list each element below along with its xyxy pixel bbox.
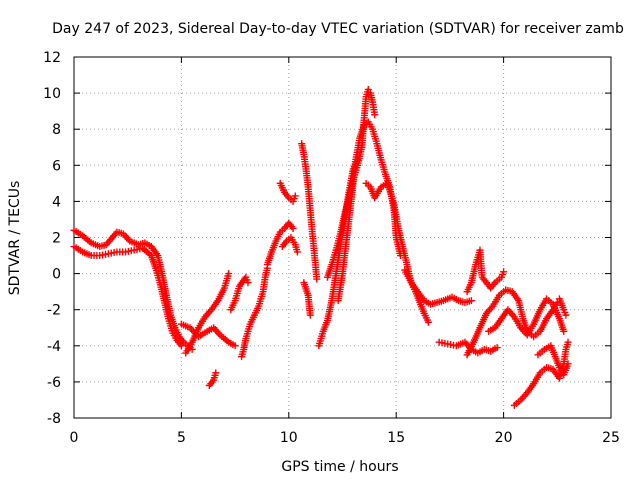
data-point xyxy=(564,360,572,368)
y-tick-label: 0 xyxy=(52,267,61,283)
x-axis-label: GPS time / hours xyxy=(281,459,398,475)
data-point xyxy=(244,279,252,287)
x-tick-label: 10 xyxy=(280,430,298,446)
x-tick-label: 0 xyxy=(70,430,79,446)
data-point xyxy=(225,270,233,278)
data-points xyxy=(70,85,572,409)
y-tick-label: -6 xyxy=(47,375,61,391)
tick-marks xyxy=(73,56,612,419)
data-point xyxy=(564,338,572,346)
y-tick-label: 4 xyxy=(52,194,61,210)
data-point xyxy=(177,342,185,350)
data-point xyxy=(467,297,475,305)
data-point xyxy=(493,344,501,352)
data-point xyxy=(313,275,321,283)
x-tick-label: 15 xyxy=(387,430,405,446)
data-point xyxy=(371,111,379,119)
y-axis-label: SDTVAR / TECUs xyxy=(7,181,23,296)
tick-labels: 0 5 10 15 20 25 -8 -6 -4 -2 0 2 4 6 8 10 12 xyxy=(43,50,620,446)
y-tick-label: 12 xyxy=(43,50,61,66)
x-tick-label: 25 xyxy=(602,430,620,446)
data-point xyxy=(291,192,299,200)
data-point xyxy=(231,342,239,350)
x-tick-label: 5 xyxy=(177,430,186,446)
y-tick-label: 2 xyxy=(52,231,61,247)
data-point xyxy=(212,369,220,377)
data-point xyxy=(500,268,508,276)
chart-title: Day 247 of 2023, Sidereal Day-to-day VTE… xyxy=(52,21,624,37)
y-tick-label: 10 xyxy=(43,86,61,102)
data-point xyxy=(560,327,568,335)
data-point xyxy=(306,311,314,319)
y-tick-label: -4 xyxy=(47,339,61,355)
y-tick-label: 6 xyxy=(52,158,61,174)
y-tick-label: -2 xyxy=(47,303,61,319)
y-tick-label: 8 xyxy=(52,122,61,138)
data-point xyxy=(289,224,297,232)
data-point xyxy=(364,85,372,93)
y-tick-label: -8 xyxy=(47,411,61,427)
data-point xyxy=(293,248,301,256)
x-tick-label: 20 xyxy=(495,430,513,446)
data-point xyxy=(424,318,432,326)
data-point xyxy=(562,311,570,319)
